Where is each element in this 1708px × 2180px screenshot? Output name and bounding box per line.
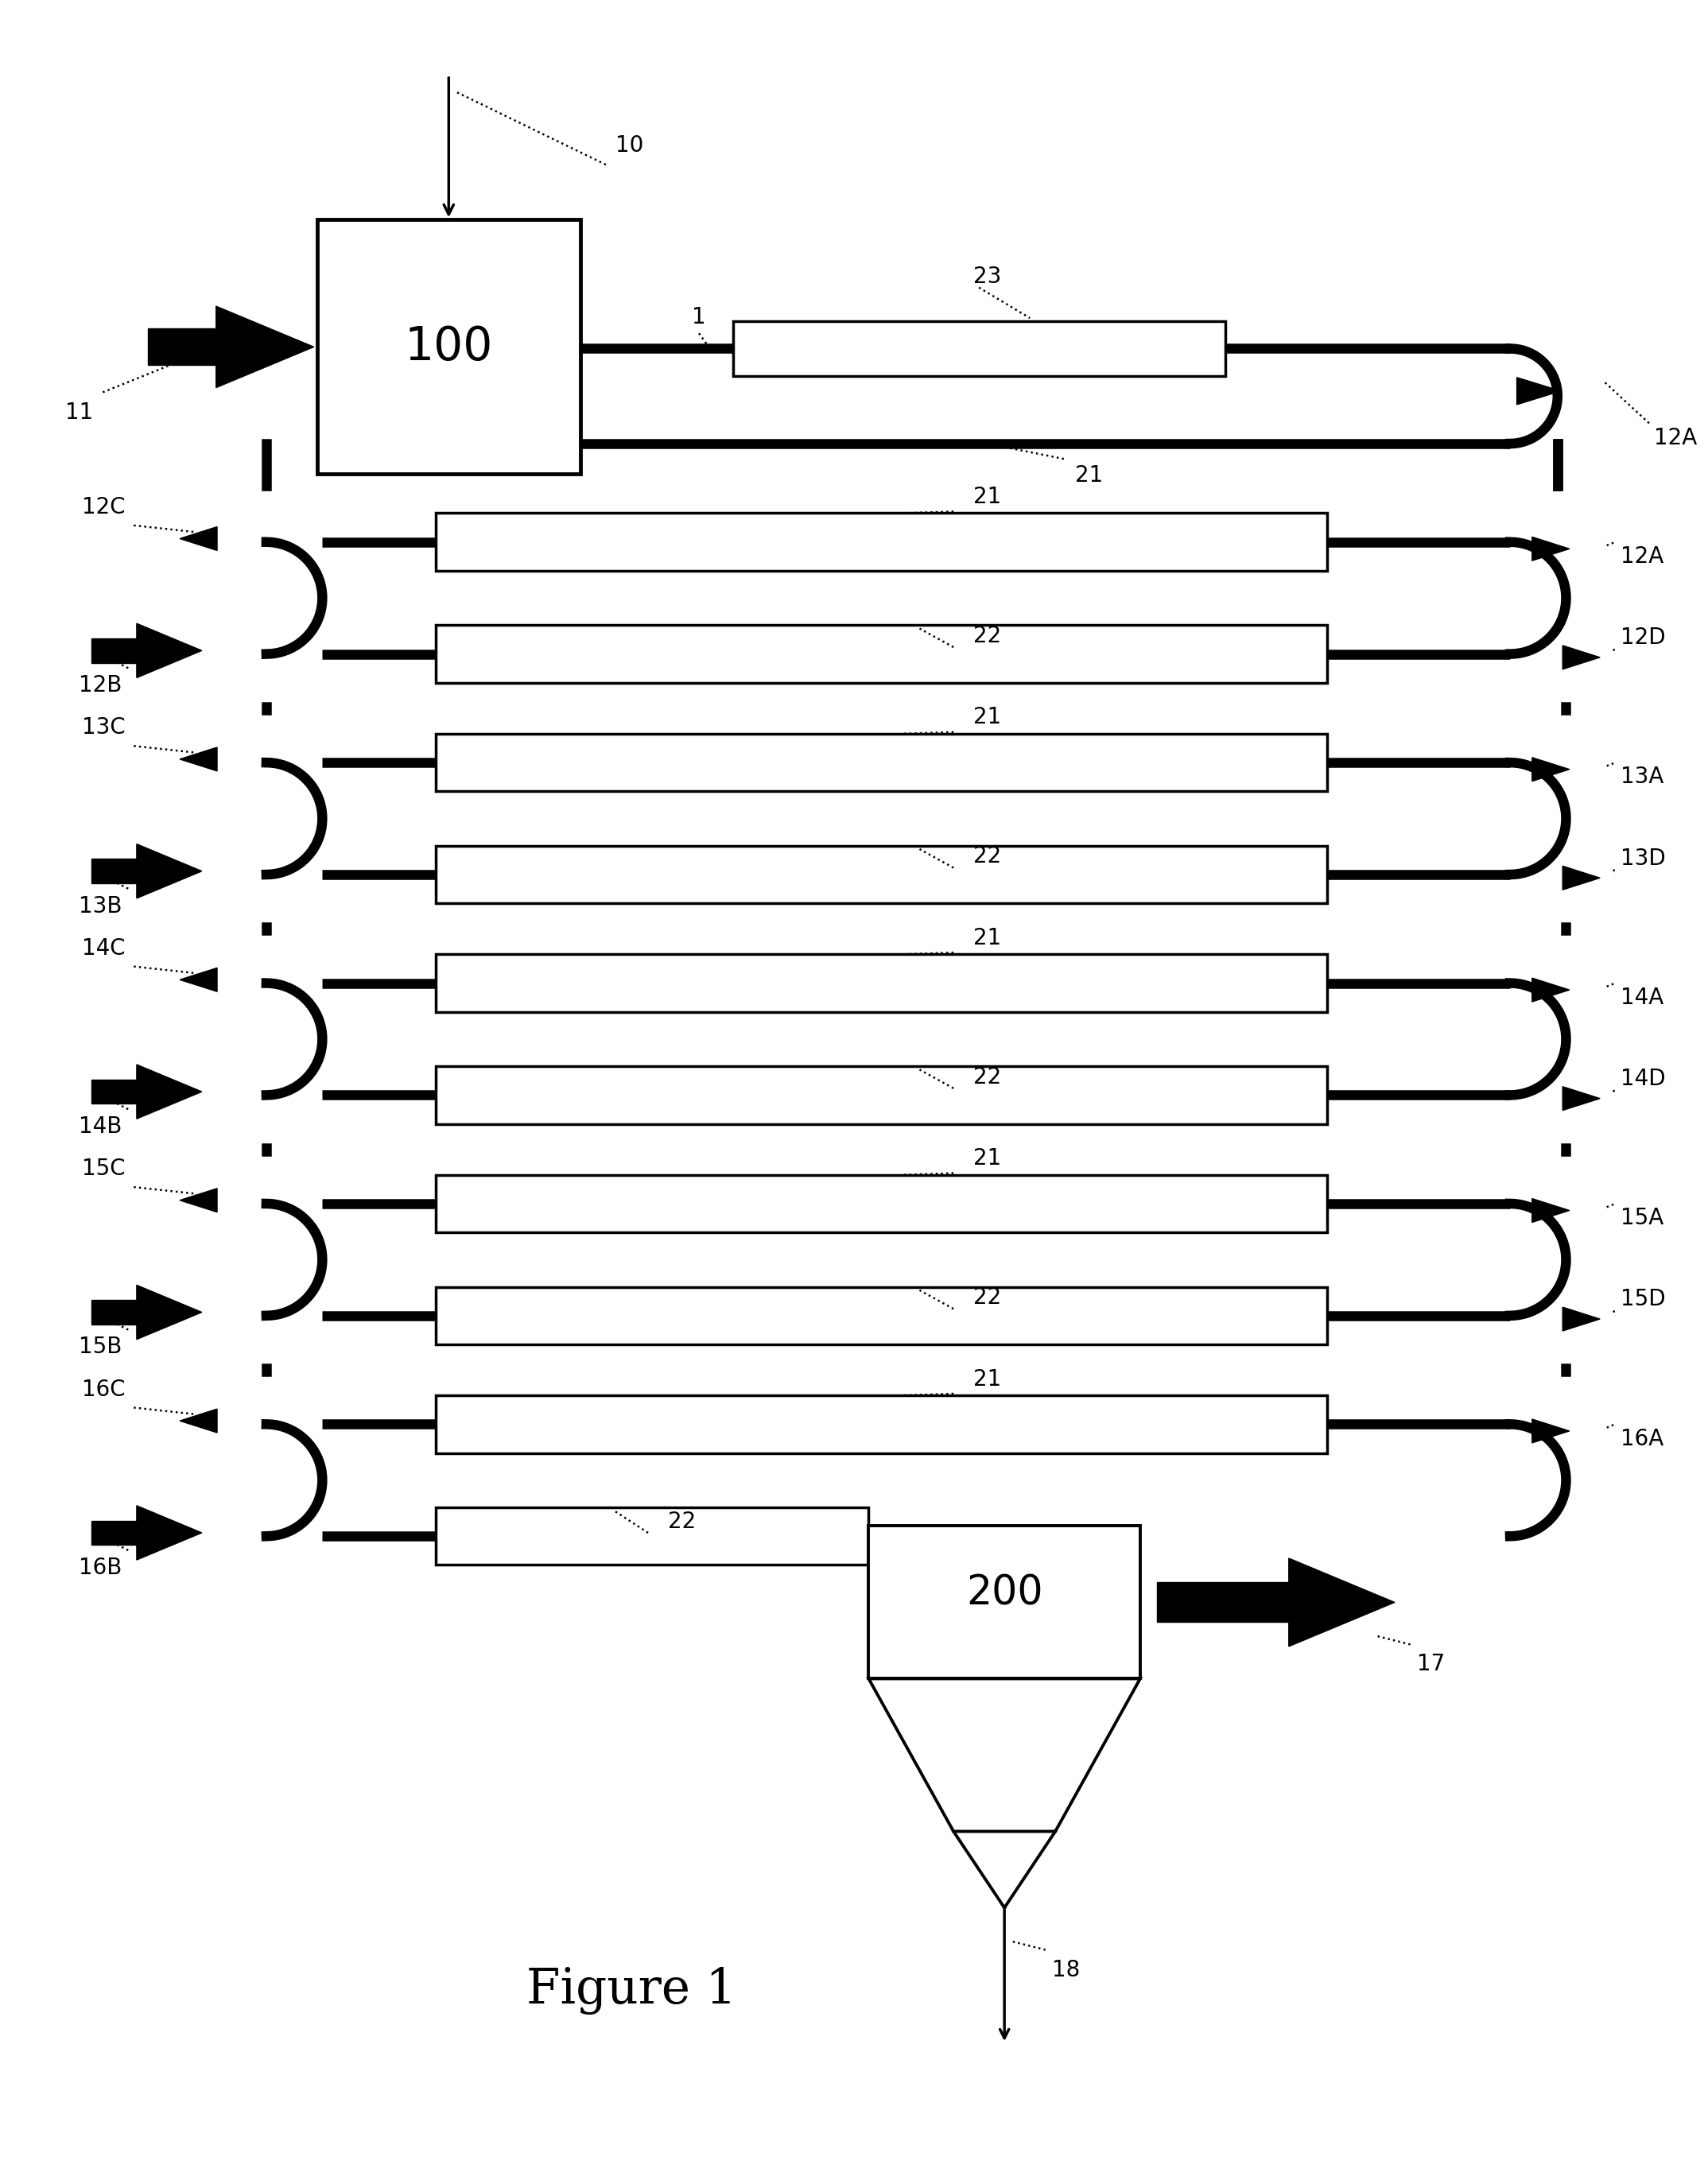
Text: 15D: 15D	[1621, 1288, 1665, 1310]
Text: 200: 200	[967, 1574, 1044, 1613]
Text: 21: 21	[974, 1369, 1001, 1391]
Polygon shape	[92, 1299, 137, 1325]
Text: 22: 22	[974, 626, 1001, 647]
Polygon shape	[217, 305, 314, 388]
Text: 13D: 13D	[1621, 848, 1665, 870]
Polygon shape	[1532, 1199, 1570, 1223]
Polygon shape	[1532, 979, 1570, 1003]
Text: 21: 21	[974, 706, 1001, 728]
Bar	[436, 1286, 1327, 1345]
Text: 15C: 15C	[82, 1158, 125, 1179]
Polygon shape	[137, 844, 202, 898]
Text: 12C: 12C	[82, 497, 125, 519]
Text: 11: 11	[65, 401, 94, 423]
Text: 14D: 14D	[1621, 1068, 1665, 1090]
Polygon shape	[1532, 536, 1570, 560]
Polygon shape	[179, 968, 217, 992]
Polygon shape	[1156, 1583, 1290, 1622]
Text: 17: 17	[1416, 1652, 1445, 1676]
Text: Figure 1: Figure 1	[526, 1966, 736, 2014]
Bar	[436, 1175, 1327, 1232]
Text: 21: 21	[974, 486, 1001, 508]
Text: 1: 1	[692, 305, 705, 329]
Text: 21: 21	[974, 1147, 1001, 1171]
Polygon shape	[869, 1679, 1141, 1831]
Polygon shape	[92, 639, 137, 663]
Text: 10: 10	[617, 135, 644, 157]
Bar	[869, 1526, 1141, 1679]
Polygon shape	[1290, 1559, 1395, 1646]
Bar	[733, 320, 1225, 375]
Polygon shape	[1532, 756, 1570, 780]
Text: 15A: 15A	[1621, 1208, 1664, 1230]
Text: 14C: 14C	[82, 937, 125, 959]
Polygon shape	[147, 329, 217, 366]
Polygon shape	[1563, 1308, 1600, 1332]
Polygon shape	[137, 1284, 202, 1339]
Bar	[436, 1066, 1327, 1125]
Text: 21: 21	[1076, 464, 1103, 486]
Text: 22: 22	[974, 1286, 1001, 1308]
Polygon shape	[179, 1188, 217, 1212]
Text: 21: 21	[974, 926, 1001, 948]
Bar	[436, 1395, 1327, 1454]
Bar	[436, 846, 1327, 903]
Polygon shape	[1563, 1086, 1600, 1110]
Text: 22: 22	[974, 846, 1001, 868]
Polygon shape	[179, 528, 217, 552]
Polygon shape	[1563, 865, 1600, 889]
Polygon shape	[137, 1506, 202, 1561]
Text: 16A: 16A	[1621, 1428, 1664, 1450]
Text: 12A: 12A	[1655, 427, 1698, 449]
Polygon shape	[92, 859, 137, 883]
Text: 22: 22	[668, 1511, 697, 1533]
Bar	[436, 735, 1327, 791]
Text: 12D: 12D	[1621, 626, 1665, 650]
Bar	[436, 512, 1327, 571]
Text: 14B: 14B	[79, 1116, 121, 1138]
Text: 16B: 16B	[79, 1557, 121, 1578]
Polygon shape	[1563, 645, 1600, 669]
Polygon shape	[179, 748, 217, 772]
Bar	[436, 1506, 869, 1565]
Text: 18: 18	[1052, 1958, 1079, 1982]
Bar	[436, 626, 1327, 682]
Text: 23: 23	[974, 266, 1001, 288]
Text: 14A: 14A	[1621, 988, 1664, 1009]
Bar	[436, 955, 1327, 1012]
Text: 15B: 15B	[79, 1336, 121, 1358]
Text: 12A: 12A	[1621, 545, 1664, 567]
Polygon shape	[92, 1522, 137, 1546]
Polygon shape	[1517, 377, 1561, 405]
Text: 12B: 12B	[79, 674, 121, 698]
Text: 16C: 16C	[82, 1378, 125, 1400]
Text: 22: 22	[974, 1066, 1001, 1088]
Polygon shape	[137, 1064, 202, 1118]
Bar	[318, 220, 581, 475]
Polygon shape	[92, 1079, 137, 1103]
Polygon shape	[1532, 1419, 1570, 1443]
Polygon shape	[179, 1408, 217, 1432]
Text: 13B: 13B	[79, 896, 121, 918]
Text: 13C: 13C	[82, 717, 125, 739]
Text: 100: 100	[405, 325, 494, 371]
Text: 13A: 13A	[1621, 765, 1664, 789]
Polygon shape	[137, 623, 202, 678]
